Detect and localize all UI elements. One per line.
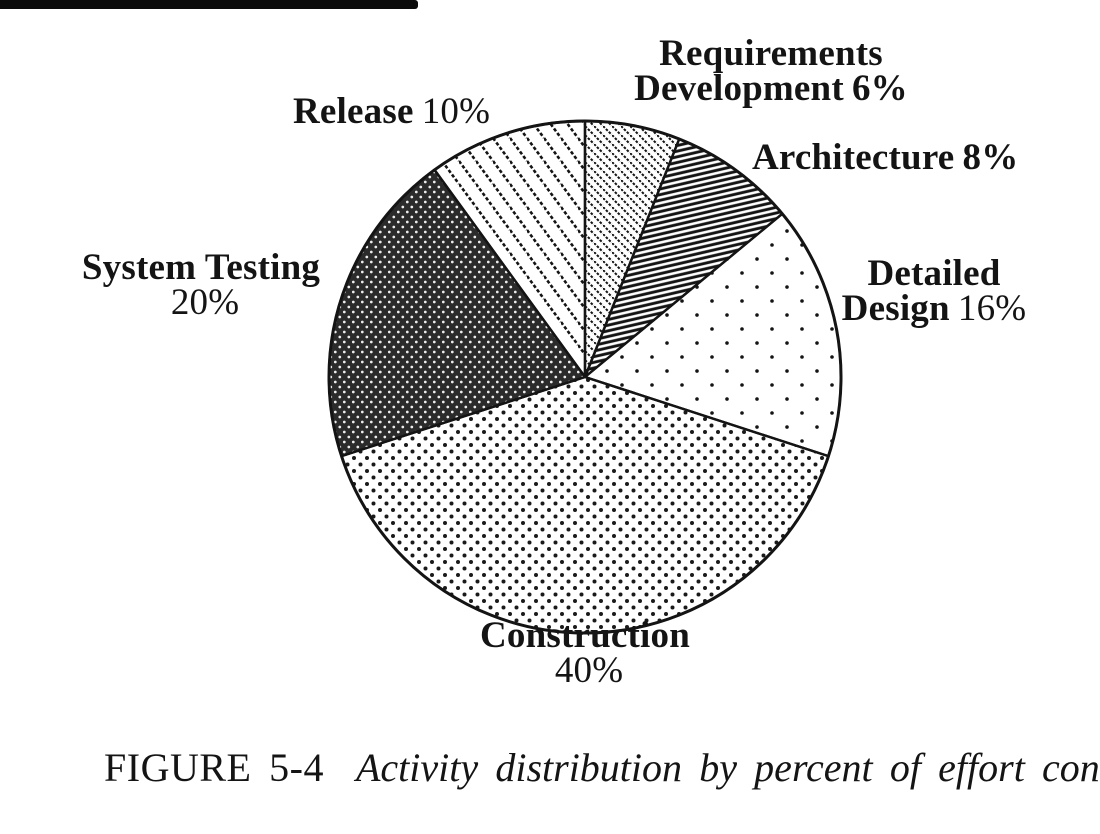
- figure-number: FIGURE 5-4: [104, 745, 324, 790]
- segment-percent: 8%: [962, 137, 1019, 178]
- segment-name: System Testing: [81, 247, 321, 288]
- segment-name: Development: [634, 68, 844, 109]
- segment-name: Construction: [479, 615, 691, 656]
- segment-name: Requirements: [659, 33, 883, 74]
- segment-name: Detailed: [867, 253, 1001, 294]
- label-release: Release 10%: [293, 91, 491, 132]
- segment-name: Release: [293, 91, 414, 132]
- segment-percent: 6%: [851, 68, 908, 109]
- label-construction: Construction 40%: [435, 615, 735, 691]
- pie-outline: [327, 119, 843, 635]
- label-requirements-development: Requirements Development 6%: [600, 33, 942, 109]
- segment-percent: 20%: [170, 282, 240, 323]
- scan-edge-artifact: [0, 0, 418, 9]
- segment-percent: 40%: [554, 650, 624, 691]
- label-detailed-design: Detailed Design 16%: [800, 253, 1068, 329]
- label-system-testing: System Testing 20%: [58, 247, 344, 323]
- segment-name: Design: [841, 288, 950, 329]
- label-architecture: Architecture 8%: [752, 137, 1019, 178]
- figure-caption: FIGURE 5-4 Activity distribution by perce…: [104, 746, 1100, 790]
- figure-caption-text: Activity distribution by percent of effo…: [355, 745, 1100, 790]
- segment-percent: 10%: [421, 91, 491, 132]
- segment-name: Architecture: [752, 137, 955, 178]
- segment-percent: 16%: [957, 288, 1027, 329]
